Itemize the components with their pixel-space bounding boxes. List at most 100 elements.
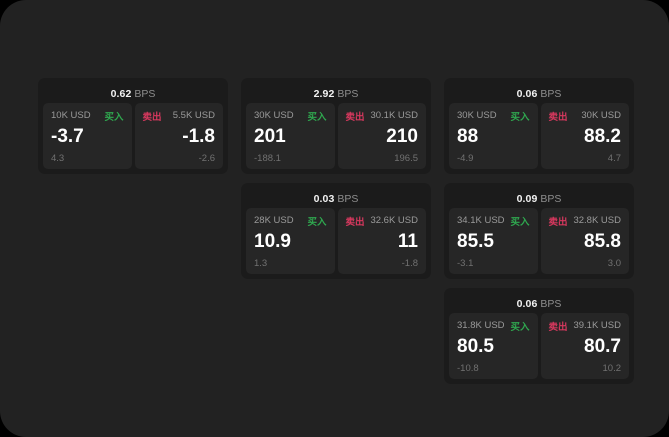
buy-tag: 买入 <box>307 216 327 228</box>
buy-side-panel[interactable]: 31.8K USD 买入 80.5 -10.8 <box>449 313 538 379</box>
buy-delta: -10.8 <box>457 363 479 374</box>
bps-value: 0.06 <box>516 298 538 310</box>
sell-side-panel[interactable]: 卖出 30K USD 88.2 4.7 <box>540 103 629 169</box>
sell-side-header: 卖出 32.8K USD <box>548 214 622 228</box>
buy-price: -3.7 <box>51 126 84 147</box>
quote-card[interactable]: 2.92 BPS 30K USD 买入 201 -188.1 卖出 30.1K USD 210 1… <box>241 78 431 174</box>
bps-value: 0.62 <box>110 88 132 100</box>
buy-price: 80.5 <box>457 336 494 357</box>
buy-delta: -4.9 <box>457 153 474 164</box>
buy-side-header: 30K USD 买入 <box>254 109 327 123</box>
buy-side-header: 31.8K USD 买入 <box>457 319 530 333</box>
sell-price: -1.8 <box>182 126 215 147</box>
sell-delta: 10.2 <box>602 363 622 374</box>
buy-side-header: 30K USD 买入 <box>457 109 530 123</box>
card-sides: 31.8K USD 买入 80.5 -10.8 卖出 39.1K USD 80.7 10.2 <box>449 313 629 379</box>
bps-unit-label: BPS <box>337 88 359 100</box>
buy-price: 10.9 <box>254 231 291 252</box>
sell-side-panel[interactable]: 卖出 30.1K USD 210 196.5 <box>337 103 426 169</box>
buy-quantity: 10K USD <box>51 110 91 121</box>
sell-side-panel[interactable]: 卖出 32.8K USD 85.8 3.0 <box>540 208 629 274</box>
sell-tag: 卖出 <box>142 111 162 123</box>
sell-side-panel[interactable]: 卖出 32.6K USD 11 -1.8 <box>337 208 426 274</box>
quote-card[interactable]: 0.09 BPS 34.1K USD 买入 85.5 -3.1 卖出 32.8K USD 85.… <box>444 183 634 279</box>
bps-value: 0.09 <box>516 193 538 205</box>
card-sides: 10K USD 买入 -3.7 4.3 卖出 5.5K USD -1.8 -2.6 <box>43 103 223 169</box>
sell-side-header: 卖出 32.6K USD <box>345 214 419 228</box>
quote-card[interactable]: 0.03 BPS 28K USD 买入 10.9 1.3 卖出 32.6K USD 11 -1.8 <box>241 183 431 279</box>
sell-quantity: 32.8K USD <box>573 215 621 226</box>
sell-quantity: 5.5K USD <box>172 110 215 121</box>
sell-tag: 卖出 <box>548 111 568 123</box>
buy-quantity: 30K USD <box>254 110 294 121</box>
buy-side-panel[interactable]: 30K USD 买入 88 -4.9 <box>449 103 538 169</box>
buy-price: 85.5 <box>457 231 494 252</box>
bps-unit-label: BPS <box>540 298 562 310</box>
bps-value: 0.03 <box>313 193 335 205</box>
buy-delta: 4.3 <box>51 153 65 164</box>
bps-unit-label: BPS <box>540 88 562 100</box>
quote-card[interactable]: 0.06 BPS 30K USD 买入 88 -4.9 卖出 30K USD 88.2 4.7 <box>444 78 634 174</box>
bps-header: 2.92 BPS <box>246 83 426 103</box>
sell-delta: -1.8 <box>401 258 418 269</box>
bps-header: 0.03 BPS <box>246 188 426 208</box>
sell-price: 210 <box>386 126 418 147</box>
sell-side-panel[interactable]: 卖出 39.1K USD 80.7 10.2 <box>540 313 629 379</box>
sell-quantity: 39.1K USD <box>573 320 621 331</box>
buy-quantity: 34.1K USD <box>457 215 505 226</box>
card-sides: 30K USD 买入 88 -4.9 卖出 30K USD 88.2 4.7 <box>449 103 629 169</box>
sell-quantity: 32.6K USD <box>370 215 418 226</box>
buy-quantity: 30K USD <box>457 110 497 121</box>
buy-quantity: 28K USD <box>254 215 294 226</box>
buy-delta: -3.1 <box>457 258 474 269</box>
bps-header: 0.62 BPS <box>43 83 223 103</box>
buy-delta: -188.1 <box>254 153 281 164</box>
sell-side-header: 卖出 39.1K USD <box>548 319 622 333</box>
sell-quantity: 30.1K USD <box>370 110 418 121</box>
sell-price: 85.8 <box>584 231 621 252</box>
card-sides: 28K USD 买入 10.9 1.3 卖出 32.6K USD 11 -1.8 <box>246 208 426 274</box>
buy-price: 88 <box>457 126 479 147</box>
bps-header: 0.06 BPS <box>449 293 629 313</box>
bps-value: 0.06 <box>516 88 538 100</box>
buy-price: 201 <box>254 126 286 147</box>
sell-delta: 4.7 <box>607 153 621 164</box>
buy-tag: 买入 <box>104 111 124 123</box>
bps-header: 0.06 BPS <box>449 83 629 103</box>
sell-tag: 卖出 <box>345 216 365 228</box>
sell-side-panel[interactable]: 卖出 5.5K USD -1.8 -2.6 <box>134 103 223 169</box>
sell-quantity: 30K USD <box>581 110 621 121</box>
bps-unit-label: BPS <box>134 88 156 100</box>
buy-quantity: 31.8K USD <box>457 320 505 331</box>
bps-unit-label: BPS <box>540 193 562 205</box>
buy-delta: 1.3 <box>254 258 268 269</box>
buy-side-panel[interactable]: 10K USD 买入 -3.7 4.3 <box>43 103 132 169</box>
bps-value: 2.92 <box>313 88 335 100</box>
quote-card[interactable]: 0.62 BPS 10K USD 买入 -3.7 4.3 卖出 5.5K USD -1.8 -2.… <box>38 78 228 174</box>
card-sides: 34.1K USD 买入 85.5 -3.1 卖出 32.8K USD 85.8 3.0 <box>449 208 629 274</box>
sell-delta: 196.5 <box>394 153 418 164</box>
card-sides: 30K USD 买入 201 -188.1 卖出 30.1K USD 210 196.5 <box>246 103 426 169</box>
buy-side-panel[interactable]: 34.1K USD 买入 85.5 -3.1 <box>449 208 538 274</box>
sell-tag: 卖出 <box>548 321 568 333</box>
sell-delta: 3.0 <box>607 258 621 269</box>
sell-price: 88.2 <box>584 126 621 147</box>
sell-tag: 卖出 <box>345 111 365 123</box>
buy-tag: 买入 <box>510 321 530 333</box>
bps-header: 0.09 BPS <box>449 188 629 208</box>
sell-price: 80.7 <box>584 336 621 357</box>
sell-side-header: 卖出 5.5K USD <box>142 109 216 123</box>
buy-side-panel[interactable]: 28K USD 买入 10.9 1.3 <box>246 208 335 274</box>
buy-side-header: 34.1K USD 买入 <box>457 214 530 228</box>
quote-card[interactable]: 0.06 BPS 31.8K USD 买入 80.5 -10.8 卖出 39.1K USD 80… <box>444 288 634 384</box>
buy-tag: 买入 <box>307 111 327 123</box>
sell-price: 11 <box>397 231 418 252</box>
sell-tag: 卖出 <box>548 216 568 228</box>
sell-delta: -2.6 <box>198 153 215 164</box>
sell-side-header: 卖出 30K USD <box>548 109 622 123</box>
buy-side-panel[interactable]: 30K USD 买入 201 -188.1 <box>246 103 335 169</box>
bps-unit-label: BPS <box>337 193 359 205</box>
buy-side-header: 10K USD 买入 <box>51 109 124 123</box>
buy-side-header: 28K USD 买入 <box>254 214 327 228</box>
